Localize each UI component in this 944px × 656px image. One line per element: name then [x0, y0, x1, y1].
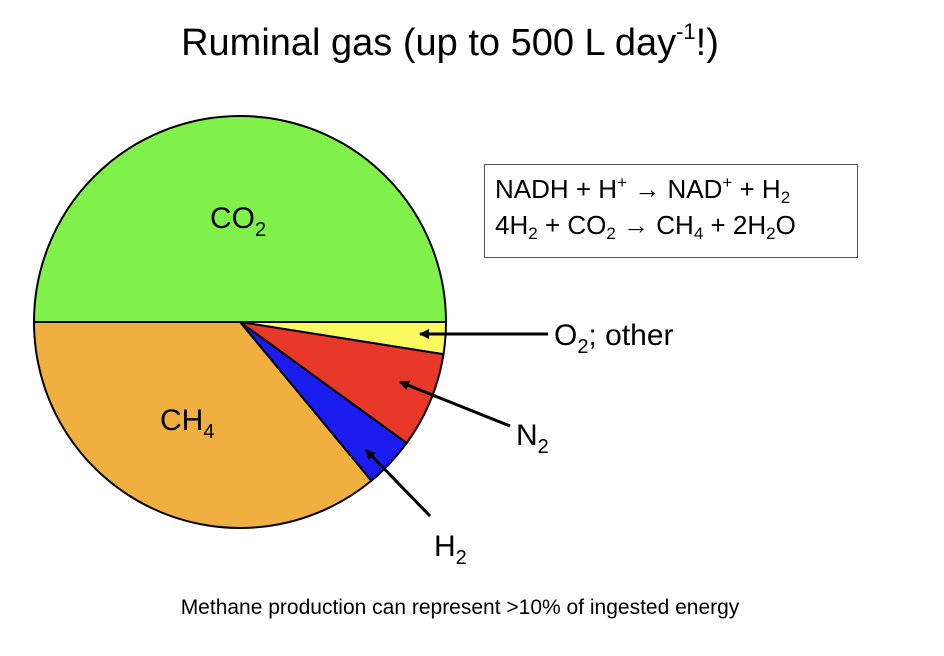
pointer-arrow-h2 [364, 448, 432, 518]
pie-slice-co2 [32, 115, 448, 323]
page-title: Ruminal gas (up to 500 L day-1!) [181, 19, 719, 65]
pointer-arrow-n2 [399, 380, 511, 428]
footer-note: Methane production can represent >10% of… [180, 596, 740, 619]
slice-label-ch4: CH4 [160, 404, 214, 443]
equation-box: NADH + H+ → NAD+ + H2 4H2 + CO2 → CH4 + … [484, 164, 858, 258]
slice-label-o2-other: O2; other [554, 319, 674, 358]
pie-slice-n2 [239, 321, 445, 445]
slice-label-n2: N2 [516, 419, 549, 458]
slice-label-co2: CO2 [210, 202, 266, 241]
equation-line: 4H2 + CO2 → CH4 + 2H2O [495, 210, 796, 243]
pie-slice-ch4 [32, 321, 373, 529]
equation-line: NADH + H+ → NAD+ + H2 [495, 173, 791, 207]
slice-label-h2: H2 [434, 530, 467, 569]
